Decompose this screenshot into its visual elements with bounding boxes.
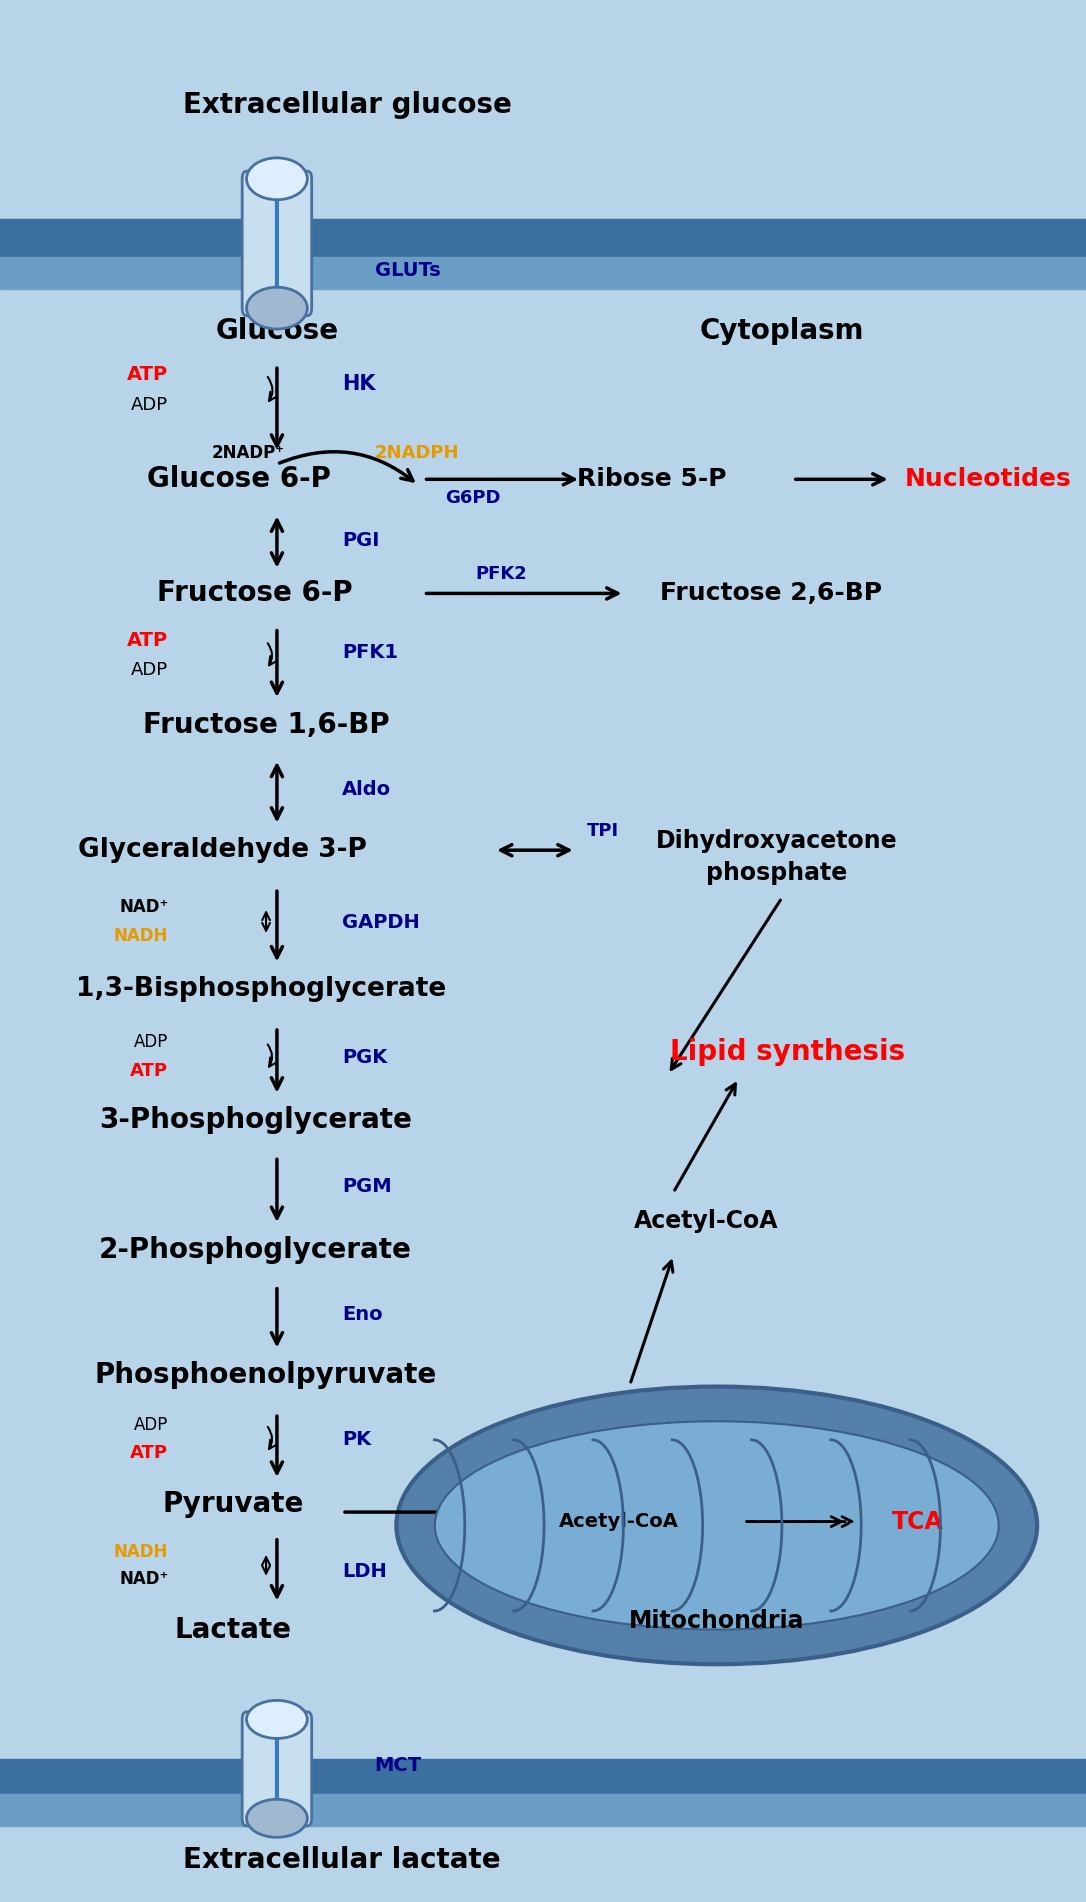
- Text: PFK1: PFK1: [342, 643, 399, 662]
- Text: Lactate: Lactate: [175, 1617, 292, 1643]
- Text: TPI: TPI: [586, 822, 619, 841]
- Text: Fructose 1,6-BP: Fructose 1,6-BP: [142, 711, 390, 738]
- Bar: [0, 1794, 1086, 1826]
- FancyBboxPatch shape: [242, 171, 312, 316]
- Ellipse shape: [247, 1799, 307, 1837]
- Text: Phosphoenolpyruvate: Phosphoenolpyruvate: [94, 1362, 438, 1388]
- Text: Glucose 6-P: Glucose 6-P: [147, 466, 331, 493]
- Text: HK: HK: [342, 375, 376, 394]
- Text: Acetyl-CoA: Acetyl-CoA: [559, 1512, 679, 1531]
- Text: GAPDH: GAPDH: [342, 913, 420, 932]
- Text: 2NADP⁺: 2NADP⁺: [212, 443, 285, 462]
- Text: phosphate: phosphate: [706, 862, 847, 884]
- Text: ADP: ADP: [131, 660, 168, 679]
- Text: Fructose 6-P: Fructose 6-P: [157, 580, 353, 607]
- Text: Extracellular glucose: Extracellular glucose: [184, 91, 512, 118]
- Text: PGM: PGM: [342, 1177, 392, 1196]
- Text: 2NADPH: 2NADPH: [375, 443, 459, 462]
- Text: ATP: ATP: [127, 631, 168, 650]
- Text: ADP: ADP: [131, 396, 168, 415]
- Ellipse shape: [247, 158, 307, 200]
- Text: NAD⁺: NAD⁺: [119, 1569, 168, 1588]
- Text: GLUTs: GLUTs: [375, 261, 441, 280]
- Bar: [0, 1759, 1086, 1794]
- Text: Eno: Eno: [342, 1305, 382, 1324]
- Text: TCA: TCA: [892, 1510, 944, 1533]
- Text: G6PD: G6PD: [444, 489, 501, 508]
- Text: PGI: PGI: [342, 531, 379, 550]
- Ellipse shape: [434, 1421, 999, 1630]
- Text: Nucleotides: Nucleotides: [905, 468, 1072, 491]
- Ellipse shape: [247, 287, 307, 329]
- Text: Glucose: Glucose: [215, 318, 339, 344]
- Text: Glyceraldehyde 3-P: Glyceraldehyde 3-P: [78, 837, 367, 864]
- Text: NADH: NADH: [114, 1543, 168, 1562]
- Text: NADH: NADH: [114, 926, 168, 945]
- Text: Cytoplasm: Cytoplasm: [699, 318, 864, 344]
- Text: Pyruvate: Pyruvate: [163, 1491, 304, 1518]
- Text: ADP: ADP: [134, 1415, 168, 1434]
- Text: PFK2: PFK2: [476, 565, 528, 584]
- Text: Fructose 2,6-BP: Fructose 2,6-BP: [660, 582, 882, 605]
- Bar: [0, 257, 1086, 289]
- Ellipse shape: [247, 1700, 307, 1738]
- Text: Aldo: Aldo: [342, 780, 391, 799]
- Ellipse shape: [396, 1387, 1037, 1664]
- Text: Lipid synthesis: Lipid synthesis: [670, 1038, 905, 1065]
- Text: Mitochondria: Mitochondria: [629, 1609, 805, 1632]
- Text: LDH: LDH: [342, 1562, 387, 1581]
- Text: PGK: PGK: [342, 1048, 388, 1067]
- Text: NAD⁺: NAD⁺: [119, 898, 168, 917]
- Text: MCT: MCT: [375, 1756, 421, 1775]
- Text: Dihydroxyacetone: Dihydroxyacetone: [656, 829, 897, 852]
- Text: 2-Phosphoglycerate: 2-Phosphoglycerate: [99, 1236, 412, 1263]
- Text: ADP: ADP: [134, 1033, 168, 1052]
- Text: Extracellular lactate: Extracellular lactate: [184, 1847, 501, 1873]
- Text: Ribose 5-P: Ribose 5-P: [577, 468, 727, 491]
- Text: ATP: ATP: [130, 1061, 168, 1080]
- Text: ATP: ATP: [130, 1444, 168, 1463]
- Text: Acetyl-CoA: Acetyl-CoA: [633, 1210, 779, 1232]
- FancyBboxPatch shape: [242, 1712, 312, 1826]
- Text: 1,3-Bisphosphoglycerate: 1,3-Bisphosphoglycerate: [76, 976, 445, 1002]
- Text: PK: PK: [342, 1430, 371, 1449]
- Bar: [0, 219, 1086, 257]
- Text: ATP: ATP: [127, 365, 168, 384]
- Text: 3-Phosphoglycerate: 3-Phosphoglycerate: [99, 1107, 412, 1134]
